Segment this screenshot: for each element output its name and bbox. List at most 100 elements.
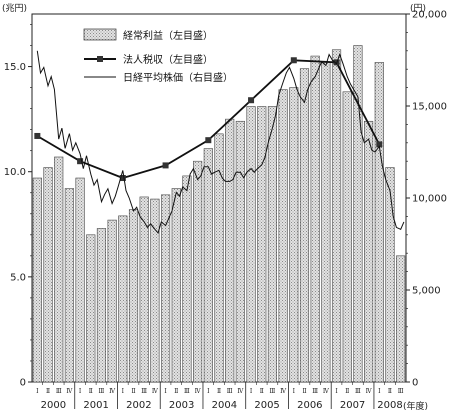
quarter-label: Ⅰ <box>293 388 296 395</box>
right-unit-label: (円) <box>410 3 426 14</box>
quarter-label: Ⅱ <box>46 388 50 395</box>
right-tick-label: 15,000 <box>412 102 447 113</box>
quarter-label: Ⅳ <box>366 388 373 395</box>
legend-label-bar: 経常利益（左目盛） <box>123 29 213 42</box>
right-tick-label: 0 <box>412 378 418 389</box>
bar-8 <box>118 215 128 383</box>
bar-11 <box>150 198 160 383</box>
bar-2 <box>54 156 64 383</box>
x-unit-label: (年度) <box>403 400 428 412</box>
bar-23 <box>278 89 288 383</box>
bar-series <box>32 45 406 383</box>
left-tick-label: 5.0 <box>10 272 26 283</box>
year-label: 2007 <box>340 400 365 411</box>
quarter-label: Ⅰ <box>36 388 39 395</box>
quarter-label: Ⅲ <box>56 388 62 395</box>
bar-22 <box>267 106 278 383</box>
year-label: 2005 <box>254 400 279 411</box>
bar-9 <box>128 209 139 383</box>
bar-20 <box>246 106 256 383</box>
quarter-label: Ⅳ <box>323 388 330 395</box>
quarter-label: Ⅳ <box>152 388 159 395</box>
bar-0 <box>32 177 42 383</box>
quarter-label: Ⅰ <box>207 388 210 395</box>
quarter-label: Ⅳ <box>109 388 116 395</box>
bar-7 <box>107 219 117 383</box>
quarter-label: Ⅰ <box>122 388 125 395</box>
year-label: 2006 <box>297 400 322 411</box>
bar-13 <box>171 188 181 383</box>
legend: 経常利益（左目盛） 法人税収（左目盛） 日経平均株価（右目盛） <box>83 28 233 84</box>
quarter-label: Ⅲ <box>270 388 276 395</box>
bar-3 <box>64 188 74 383</box>
quarter-label: Ⅲ <box>141 388 147 395</box>
quarter-label: Ⅱ <box>174 388 178 395</box>
tax-marker-1 <box>77 158 84 165</box>
bar-32 <box>374 62 384 383</box>
tax-marker-8 <box>376 141 383 148</box>
quarter-label: Ⅳ <box>195 388 202 395</box>
year-label: 2000 <box>41 400 66 411</box>
line-series <box>34 50 405 235</box>
bar-24 <box>289 87 299 383</box>
quarter-label: Ⅲ <box>398 388 404 395</box>
quarter-label: Ⅱ <box>260 388 264 395</box>
quarter-label: Ⅲ <box>227 388 233 395</box>
bar-17 <box>214 133 224 383</box>
left-tick-label: 10.0 <box>4 167 26 178</box>
legend-label-marker-line: 法人税収（左目盛） <box>123 53 213 66</box>
tax-marker-0 <box>34 132 41 139</box>
left-unit-label: (兆円) <box>2 3 27 14</box>
right-tick-label: 5,000 <box>412 286 441 297</box>
bar-26 <box>310 55 320 383</box>
legend-swatch-bar <box>83 28 117 41</box>
quarter-label: Ⅰ <box>79 388 82 395</box>
axes: 0 5.0 10.0 15.0 0 5,000 10,000 15,000 20,000 <box>4 10 447 389</box>
left-tick-label: 0 <box>20 378 26 389</box>
year-label: 2004 <box>212 400 237 411</box>
quarter-label: Ⅰ <box>378 388 381 395</box>
quarter-label: Ⅱ <box>388 388 392 395</box>
quarter-label: Ⅳ <box>237 388 244 395</box>
bar-21 <box>257 106 267 383</box>
left-tick-label: 15.0 <box>4 62 26 73</box>
bar-1 <box>43 167 53 383</box>
quarter-label: Ⅰ <box>164 388 167 395</box>
bar-18 <box>225 118 235 383</box>
bar-4 <box>75 177 85 383</box>
quarter-label: Ⅱ <box>345 388 349 395</box>
quarter-label: Ⅲ <box>355 388 361 395</box>
quarter-label: Ⅲ <box>184 388 190 395</box>
tax-marker-5 <box>248 97 255 104</box>
bar-19 <box>235 120 245 383</box>
quarter-label: Ⅱ <box>89 388 93 395</box>
legend-swatch-marker <box>97 56 103 62</box>
bar-5 <box>86 234 96 383</box>
bar-14 <box>182 175 192 383</box>
bar-29 <box>342 91 352 383</box>
quarter-label: Ⅳ <box>66 388 73 395</box>
year-label: 2003 <box>169 400 194 411</box>
bar-25 <box>299 68 310 383</box>
tax-marker-4 <box>205 137 212 144</box>
right-tick-label: 10,000 <box>412 194 447 205</box>
right-tick-label: 20,000 <box>412 10 447 21</box>
bar-31 <box>364 120 374 383</box>
bar-34 <box>396 255 406 383</box>
year-label: 2002 <box>126 400 151 411</box>
quarter-label: Ⅰ <box>335 388 338 395</box>
bar-28 <box>331 49 342 383</box>
quarter-label: Ⅱ <box>217 388 221 395</box>
quarter-label: Ⅱ <box>131 388 135 395</box>
series-nikkei-line <box>36 50 405 235</box>
bar-15 <box>193 160 203 383</box>
year-label: 2008 <box>377 400 402 411</box>
bar-16 <box>203 148 213 383</box>
quarter-label: Ⅰ <box>250 388 253 395</box>
tax-marker-6 <box>290 57 297 64</box>
tax-marker-2 <box>119 175 126 182</box>
bar-33 <box>385 167 395 383</box>
year-label: 2001 <box>83 400 108 411</box>
